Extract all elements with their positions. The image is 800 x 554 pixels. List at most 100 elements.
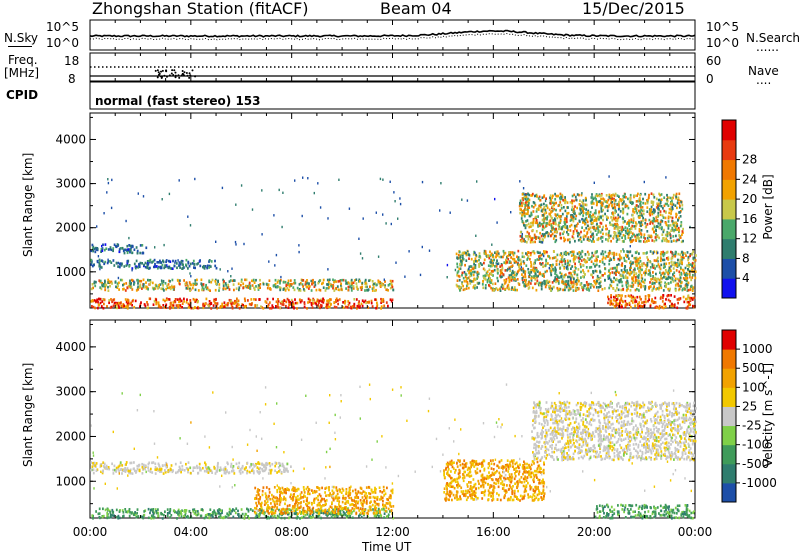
power-data-cell bbox=[122, 303, 125, 306]
power-data-cell bbox=[446, 263, 449, 267]
power-data-cell bbox=[596, 280, 598, 283]
power-data-cell bbox=[549, 213, 551, 216]
power-data-cell bbox=[184, 282, 187, 286]
power-data-cell bbox=[651, 227, 654, 231]
power-data-cell bbox=[663, 196, 666, 199]
power-data-cell bbox=[592, 221, 594, 225]
power-data-cell bbox=[608, 274, 611, 277]
power-data-cell bbox=[258, 284, 260, 288]
power-data-cell bbox=[224, 282, 227, 285]
power-data-cell bbox=[573, 277, 575, 281]
power-data-cell bbox=[679, 266, 682, 269]
power-data-cell bbox=[572, 219, 575, 223]
power-data-cell bbox=[641, 262, 643, 266]
velocity-data-cell bbox=[344, 512, 346, 515]
power-data-cell bbox=[613, 197, 615, 201]
velocity-data-cell bbox=[350, 496, 353, 500]
power-data-cell bbox=[169, 286, 171, 289]
power-data-cell bbox=[674, 284, 677, 287]
power-data-cell bbox=[476, 259, 479, 263]
power-data-cell bbox=[534, 278, 537, 281]
power-data-cell bbox=[643, 240, 645, 243]
power-data-cell bbox=[691, 252, 694, 255]
power-data-cell bbox=[261, 189, 263, 192]
power-data-cell bbox=[644, 286, 647, 289]
power-data-cell bbox=[348, 301, 351, 305]
power-data-cell bbox=[593, 285, 595, 289]
power-data-cell bbox=[595, 227, 598, 230]
power-data-cell bbox=[361, 299, 364, 302]
power-data-cell bbox=[629, 265, 632, 268]
power-data-cell bbox=[592, 197, 595, 201]
velocity-data-cell bbox=[335, 512, 338, 516]
velocity-data-cell bbox=[234, 511, 237, 515]
power-data-cell bbox=[111, 282, 113, 285]
power-data-cell bbox=[153, 300, 156, 303]
velocity-data-cell bbox=[263, 512, 266, 516]
power-data-cell bbox=[230, 275, 232, 278]
power-data-cell bbox=[126, 300, 129, 303]
power-data-cell bbox=[658, 204, 661, 207]
velocity-data-cell bbox=[219, 514, 222, 517]
power-data-cell bbox=[594, 194, 597, 198]
power-data-cell bbox=[658, 236, 660, 240]
power-data-cell bbox=[265, 301, 268, 304]
power-data-cell bbox=[473, 262, 475, 266]
power-data-cell bbox=[664, 305, 667, 308]
power-data-cell bbox=[155, 284, 158, 288]
power-data-cell bbox=[535, 281, 538, 285]
beam-title: Beam 04 bbox=[380, 0, 452, 18]
power-data-cell bbox=[599, 271, 601, 274]
power-data-cell bbox=[637, 199, 639, 203]
power-data-cell bbox=[581, 205, 584, 208]
power-data-cell bbox=[594, 265, 596, 268]
power-data-cell bbox=[478, 252, 481, 255]
power-data-cell bbox=[658, 307, 661, 310]
power-data-cell bbox=[208, 259, 211, 262]
power-data-cell bbox=[614, 222, 617, 226]
power-data-cell bbox=[571, 235, 574, 238]
power-data-cell bbox=[655, 206, 658, 209]
power-data-cell bbox=[149, 258, 152, 262]
power-data-cell bbox=[574, 255, 576, 258]
power-data-cell bbox=[597, 255, 599, 258]
power-data-cell bbox=[134, 265, 137, 268]
power-data-cell bbox=[226, 303, 229, 307]
power-data-cell bbox=[652, 277, 655, 281]
power-data-cell bbox=[397, 217, 399, 220]
power-data-cell bbox=[107, 281, 110, 284]
power-data-cell bbox=[568, 263, 571, 267]
power-data-cell bbox=[553, 207, 556, 211]
power-data-cell bbox=[172, 288, 175, 291]
power-data-cell bbox=[647, 273, 650, 276]
power-data-cell bbox=[522, 270, 525, 274]
power-data-cell bbox=[667, 271, 669, 275]
power-data-cell bbox=[670, 257, 673, 260]
power-data-cell bbox=[657, 277, 660, 281]
power-data-cell bbox=[314, 301, 317, 305]
power-data-cell bbox=[646, 230, 649, 233]
power-data-cell bbox=[514, 278, 516, 281]
power-data-cell bbox=[253, 281, 256, 284]
velocity-data-cell bbox=[300, 505, 302, 508]
power-data-cell bbox=[668, 262, 671, 265]
power-data-cell bbox=[119, 301, 122, 305]
velocity-data-cell bbox=[166, 514, 169, 518]
velocity-data-cell bbox=[238, 515, 240, 518]
velocity-data-cell bbox=[346, 510, 348, 513]
power-data-cell bbox=[488, 277, 490, 280]
power-data-cell bbox=[266, 286, 269, 290]
power-data-cell bbox=[638, 270, 640, 273]
power-data-cell bbox=[651, 289, 654, 292]
power-data-cell bbox=[673, 221, 675, 225]
power-data-cell bbox=[90, 258, 93, 262]
power-data-cell bbox=[118, 248, 121, 251]
power-data-cell bbox=[581, 255, 583, 259]
power-data-cell bbox=[312, 302, 314, 305]
power-data-cell bbox=[511, 251, 514, 254]
power-data-cell bbox=[276, 301, 279, 305]
power-data-cell bbox=[618, 203, 620, 206]
power-data-cell bbox=[228, 298, 231, 302]
power-data-cell bbox=[131, 278, 133, 282]
power-data-cell bbox=[117, 276, 120, 280]
